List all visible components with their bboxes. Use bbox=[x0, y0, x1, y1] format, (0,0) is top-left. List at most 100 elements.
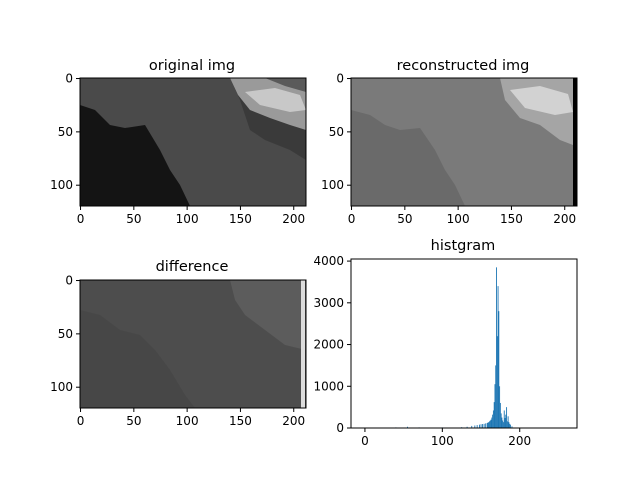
x-tick-label: 100 bbox=[176, 414, 199, 428]
x-tick-label: 100 bbox=[431, 434, 454, 448]
histogram-bar bbox=[506, 421, 508, 428]
y-ticks: 0 50 100 bbox=[50, 274, 80, 394]
histogram-bar bbox=[492, 410, 494, 428]
img-region-shade bbox=[265, 78, 306, 92]
x-ticks: 0 100 200 bbox=[361, 428, 531, 448]
img-region-dark bbox=[80, 105, 190, 206]
histogram-bar bbox=[509, 424, 511, 428]
histogram-bar bbox=[498, 311, 500, 428]
y-tick-label: 100 bbox=[50, 380, 73, 394]
histogram-bar bbox=[486, 422, 488, 428]
histogram-bar bbox=[499, 402, 501, 428]
y-tick-label: 0 bbox=[336, 72, 344, 86]
x-tick-label: 50 bbox=[397, 212, 412, 226]
histogram-bar bbox=[504, 417, 506, 428]
img-region-light bbox=[230, 280, 306, 350]
y-tick-label: 0 bbox=[65, 72, 73, 86]
histogram-bar bbox=[482, 424, 484, 428]
y-tick-label: 100 bbox=[321, 178, 344, 192]
y-tick-label: 50 bbox=[329, 125, 344, 139]
y-tick-label: 3000 bbox=[313, 296, 344, 310]
histogram-bar bbox=[489, 420, 491, 428]
histogram-bar bbox=[497, 286, 499, 428]
x-tick-label: 100 bbox=[176, 212, 199, 226]
x-tick-label: 50 bbox=[126, 212, 141, 226]
axes-frame bbox=[79, 279, 307, 409]
panel-histgram: histgram 0 100 200 0 1000 2000 3000 4000 bbox=[313, 238, 578, 448]
histogram-bar bbox=[511, 426, 513, 428]
title-original-img: original img bbox=[149, 58, 235, 74]
x-tick-label: 150 bbox=[229, 414, 252, 428]
histogram-bar bbox=[466, 426, 468, 428]
img-region-highlight bbox=[510, 86, 573, 115]
y-tick-label: 0 bbox=[65, 274, 73, 288]
histogram-bar bbox=[501, 417, 503, 428]
x-tick-label: 200 bbox=[282, 212, 305, 226]
histogram-bar bbox=[495, 365, 497, 428]
image-original-img bbox=[80, 78, 306, 206]
histogram-bar bbox=[407, 426, 408, 428]
histogram-bar bbox=[485, 423, 487, 428]
histogram-bar bbox=[507, 416, 509, 428]
histogram-bars bbox=[364, 267, 513, 429]
histogram-bar bbox=[490, 419, 492, 428]
histogram-bar bbox=[487, 422, 489, 428]
x-tick-label: 0 bbox=[348, 212, 356, 226]
x-tick-label: 200 bbox=[553, 212, 576, 226]
axes-frame bbox=[79, 77, 307, 207]
x-tick-label: 0 bbox=[77, 212, 85, 226]
panel-difference: difference 0 50 100 150 200 0 50 100 bbox=[50, 259, 307, 428]
histogram-bar bbox=[483, 423, 485, 428]
x-tick-label: 150 bbox=[500, 212, 523, 226]
y-ticks: 0 1000 2000 3000 4000 bbox=[313, 254, 351, 435]
histogram-bar bbox=[494, 384, 496, 428]
img-region-dark bbox=[80, 310, 195, 408]
histogram-bar bbox=[508, 422, 510, 428]
y-tick-label: 2000 bbox=[313, 338, 344, 352]
x-tick-label: 0 bbox=[361, 434, 369, 448]
img-region-dark bbox=[351, 110, 465, 206]
x-tick-label: 150 bbox=[229, 212, 252, 226]
title-reconstructed-img: reconstructed img bbox=[397, 58, 530, 74]
y-ticks: 0 50 100 bbox=[50, 72, 80, 192]
histogram-bar bbox=[502, 420, 504, 428]
axes-frame bbox=[350, 258, 578, 429]
x-tick-label: 0 bbox=[77, 414, 85, 428]
histogram-bar bbox=[491, 417, 493, 428]
x-ticks: 0 50 100 150 200 bbox=[348, 206, 576, 226]
img-edge-band bbox=[573, 78, 577, 206]
histogram-bar bbox=[503, 410, 505, 428]
img-region-highlight bbox=[245, 88, 306, 112]
x-ticks: 0 50 100 150 200 bbox=[77, 408, 305, 428]
x-tick-label: 100 bbox=[447, 212, 470, 226]
y-tick-label: 100 bbox=[50, 178, 73, 192]
histogram-bar bbox=[496, 336, 498, 428]
histogram-bar bbox=[480, 424, 482, 428]
axes-frame bbox=[350, 77, 578, 207]
y-tick-label: 4000 bbox=[313, 254, 344, 268]
title-histgram: histgram bbox=[431, 238, 496, 254]
y-tick-label: 0 bbox=[336, 421, 344, 435]
histogram-bar bbox=[500, 413, 502, 428]
histogram-bar bbox=[492, 414, 494, 428]
title-difference: difference bbox=[156, 259, 229, 275]
histogram-bar bbox=[503, 422, 504, 428]
y-ticks: 0 50 100 bbox=[321, 72, 351, 192]
histogram-bar bbox=[506, 407, 508, 428]
y-tick-label: 50 bbox=[58, 125, 73, 139]
histogram-bar bbox=[499, 386, 501, 428]
histogram-bar bbox=[493, 402, 495, 428]
histogram-bar bbox=[496, 267, 497, 428]
panel-original-img: original img 0 50 100 150 200 0 50 100 bbox=[50, 58, 307, 226]
histogram-bar bbox=[476, 425, 478, 428]
x-tick-label: 200 bbox=[282, 414, 305, 428]
histogram-bar bbox=[479, 424, 480, 428]
x-tick-label: 50 bbox=[126, 414, 141, 428]
histogram-bar bbox=[509, 423, 511, 428]
histogram-bar bbox=[471, 425, 473, 428]
panel-reconstructed-img: reconstructed img 0 50 100 150 200 0 50 100 bbox=[321, 58, 578, 226]
image-reconstructed-img bbox=[351, 78, 577, 206]
y-tick-label: 50 bbox=[58, 327, 73, 341]
image-difference bbox=[80, 280, 306, 408]
